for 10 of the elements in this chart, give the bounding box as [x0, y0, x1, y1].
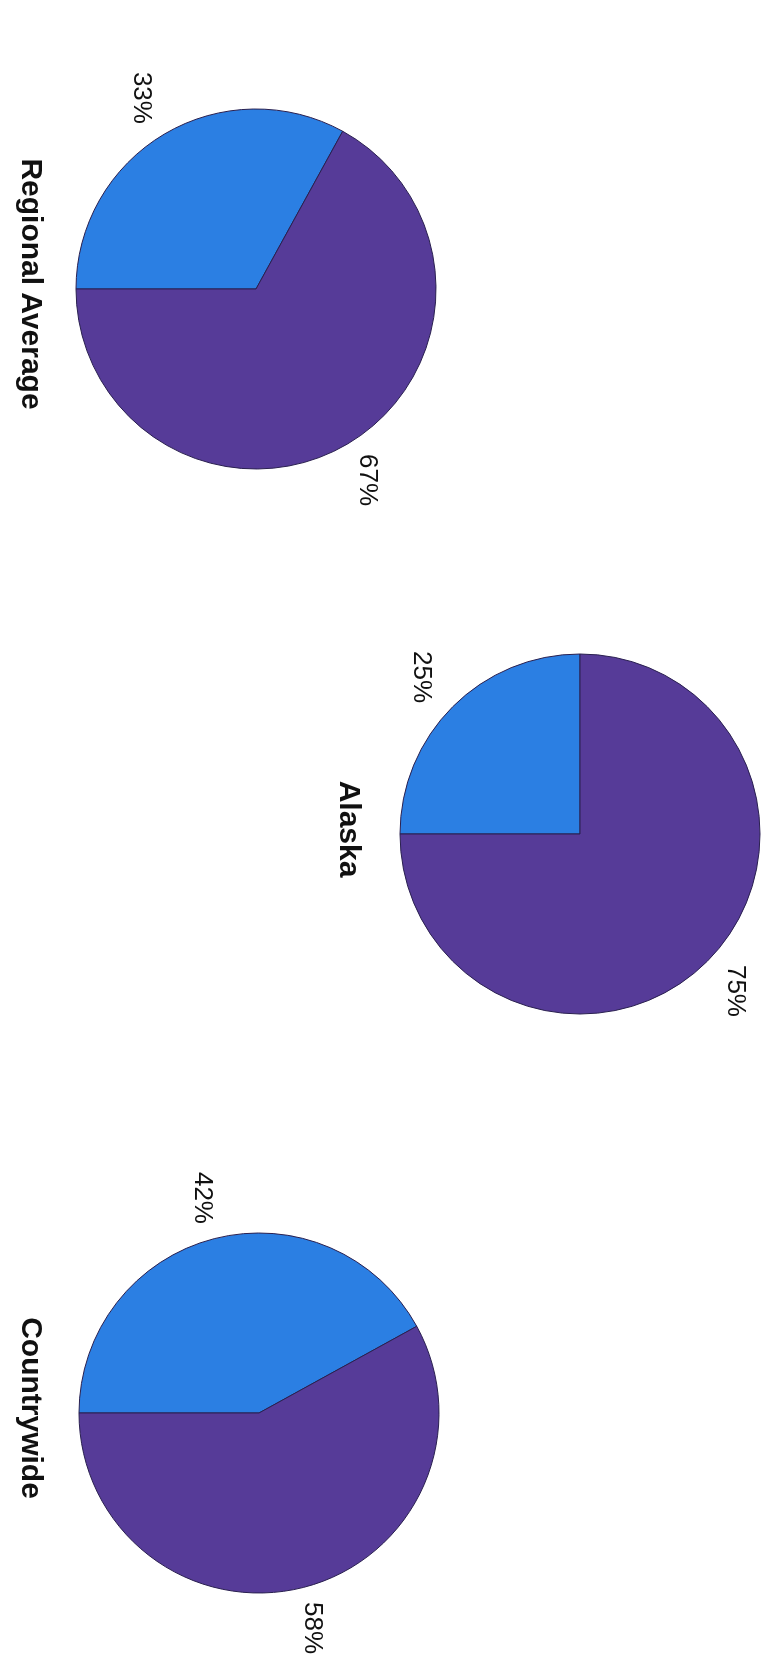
data-label: 25%	[408, 651, 439, 704]
data-label: 75%	[721, 964, 752, 1017]
pie-slice	[399, 653, 761, 1015]
data-label: 67%	[354, 454, 385, 507]
text: Regional Average	[15, 158, 49, 410]
data-label: 33%	[127, 71, 158, 124]
text: Countrywide	[15, 1317, 49, 1499]
text: Alaska	[333, 780, 367, 878]
data-label: 58%	[299, 1602, 330, 1655]
data-label: 42%	[188, 1171, 219, 1224]
